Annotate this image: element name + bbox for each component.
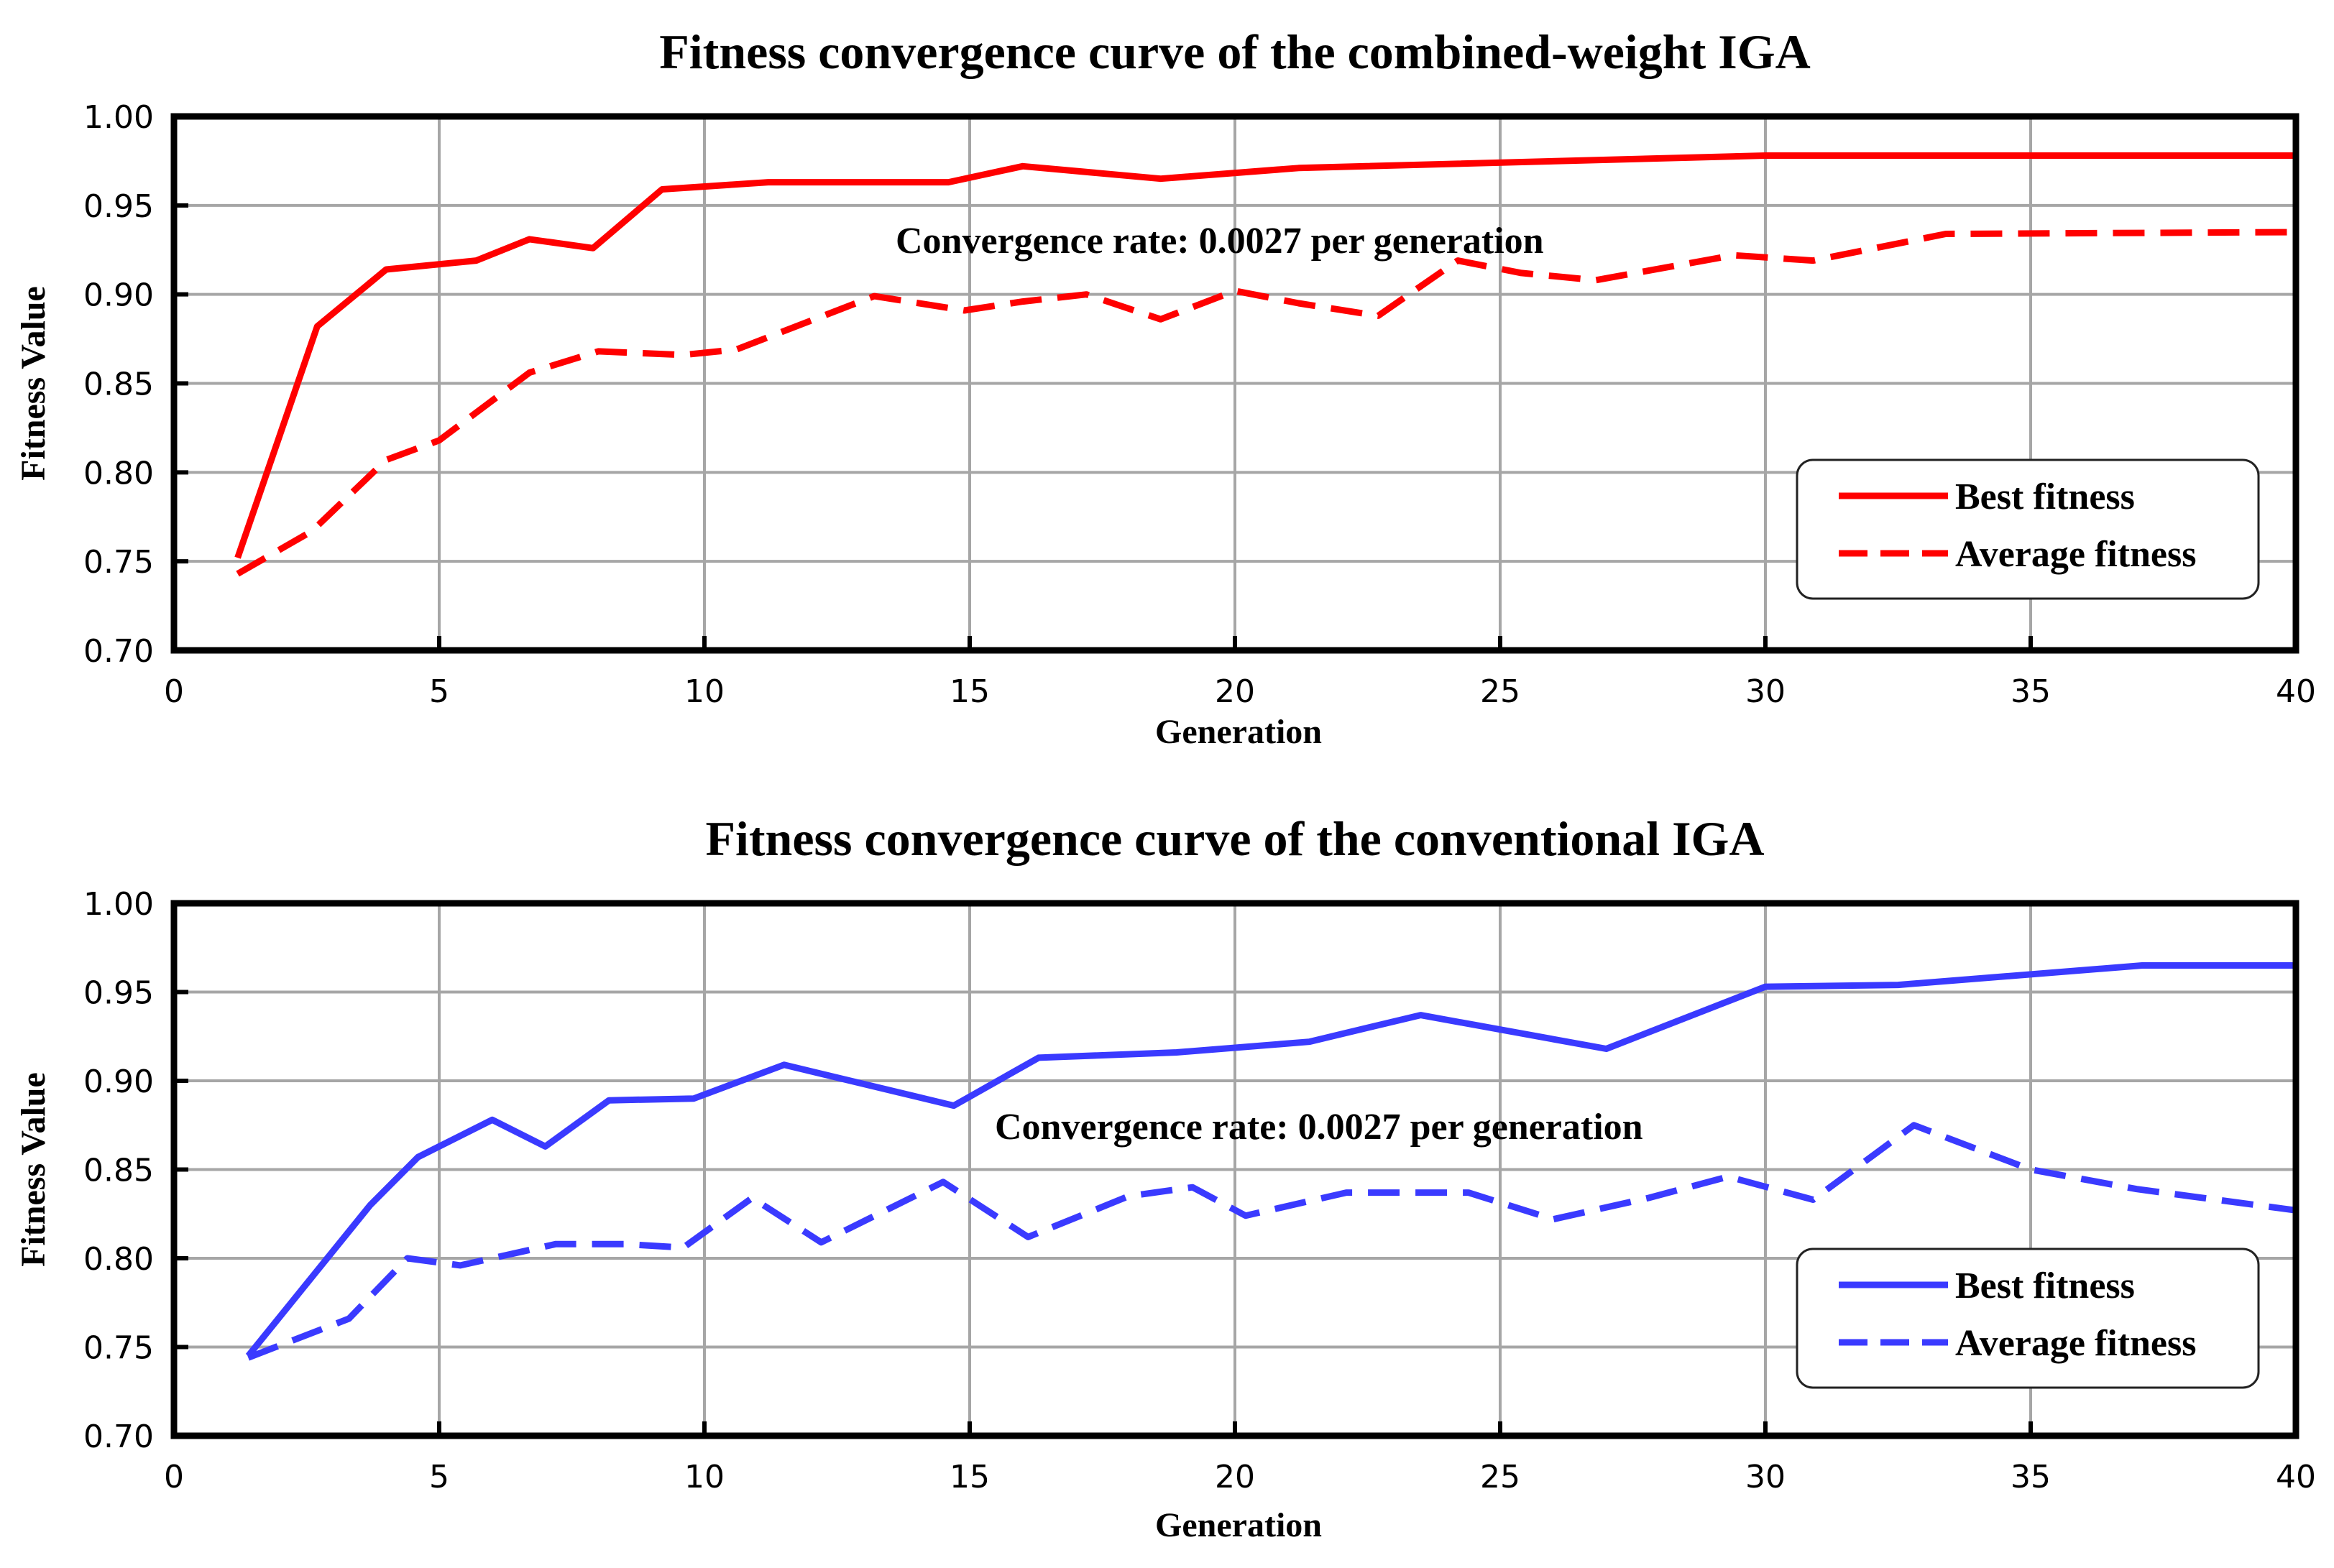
y-tick-label: 0.80	[83, 1241, 154, 1278]
y-tick-label: 1.00	[83, 99, 154, 136]
chart-title: Fitness convergence curve of the convent…	[705, 811, 1764, 866]
x-axis-label: Generation	[1155, 1506, 1322, 1544]
x-tick-label: 20	[1215, 1459, 1255, 1495]
y-tick-label: 0.70	[83, 633, 154, 670]
x-axis-label: Generation	[1155, 713, 1322, 751]
legend: Best fitness Average fitness	[1796, 1248, 2260, 1389]
x-tick-label: 35	[2011, 673, 2051, 710]
y-axis-label: Fitness Value	[14, 286, 52, 481]
series-group	[234, 152, 2296, 577]
x-tick-label: 10	[684, 1459, 725, 1495]
x-tick-label: 5	[429, 1459, 449, 1495]
legend-label: Average fitness	[1955, 534, 2197, 575]
y-tick-label: 0.90	[83, 1064, 154, 1100]
y-tick-label: 0.90	[83, 277, 154, 314]
y-tick-label: 0.80	[83, 455, 154, 492]
convergence-rate-annotation: Convergence rate: 0.0027 per generation	[896, 221, 1544, 262]
x-tick-label: 5	[429, 673, 449, 710]
x-tick-label: 30	[1745, 673, 1786, 710]
y-tick-label: 0.70	[83, 1419, 154, 1455]
chart-panel-1: Fitness convergence curve of the combine…	[14, 24, 2316, 751]
convergence-rate-annotation: Convergence rate: 0.0027 per generation	[995, 1107, 1643, 1148]
series-line-average-fitness	[247, 1122, 2296, 1361]
y-tick-label: 0.95	[83, 975, 154, 1012]
x-tick-label: 0	[164, 1459, 184, 1495]
x-tick-label: 40	[2276, 673, 2316, 710]
x-tick-label: 15	[950, 1459, 990, 1495]
y-tick-label: 0.75	[83, 544, 154, 581]
y-tick-label: 1.00	[83, 886, 154, 923]
y-tick-label: 0.85	[83, 366, 154, 403]
chart-panel-2: Fitness convergence curve of the convent…	[14, 811, 2316, 1544]
x-tick-label: 25	[1480, 1459, 1520, 1495]
legend: Best fitness Average fitness	[1796, 458, 2260, 600]
x-tick-label: 15	[950, 673, 990, 710]
series-line-best-fitness	[245, 962, 2296, 1358]
series-line-average-fitness	[236, 229, 2296, 577]
y-tick-label: 0.85	[83, 1153, 154, 1189]
series-group	[245, 962, 2296, 1361]
series-line-best-fitness	[234, 152, 2296, 559]
legend-label: Average fitness	[1955, 1323, 2197, 1364]
x-tick-label: 40	[2276, 1459, 2316, 1495]
x-tick-label: 10	[684, 673, 725, 710]
y-tick-label: 0.75	[83, 1330, 154, 1367]
legend-label: Best fitness	[1955, 1265, 2135, 1306]
x-tick-label: 30	[1745, 1459, 1786, 1495]
y-tick-label: 0.95	[83, 188, 154, 225]
x-tick-label: 20	[1215, 673, 1255, 710]
x-tick-label: 0	[164, 673, 184, 710]
chart-title: Fitness convergence curve of the combine…	[659, 24, 1811, 79]
x-tick-label: 25	[1480, 673, 1520, 710]
legend-label: Best fitness	[1955, 476, 2135, 517]
x-tick-label: 35	[2011, 1459, 2051, 1495]
y-axis-label: Fitness Value	[14, 1072, 52, 1267]
